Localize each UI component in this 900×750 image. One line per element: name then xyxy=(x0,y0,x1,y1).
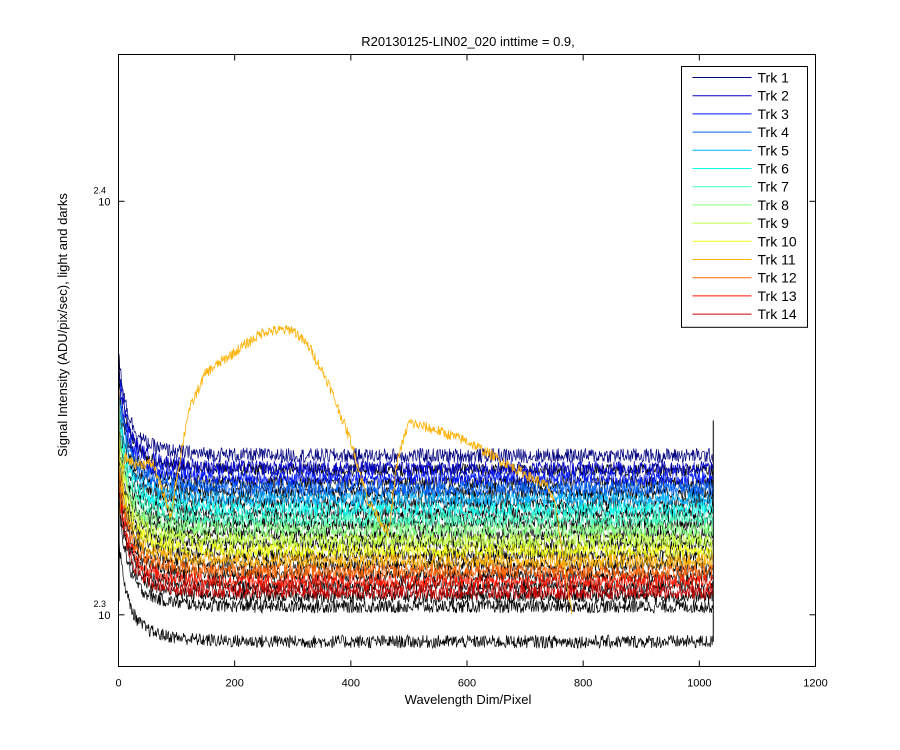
series-line-dark-1 xyxy=(118,354,714,465)
dark-trace-black xyxy=(118,504,714,615)
chart-title: R20130125-LIN02_020 inttime = 0.9, xyxy=(361,34,575,49)
x-tick-label: 200 xyxy=(225,678,243,690)
y-tick-label-exponent: 2.3 xyxy=(94,599,107,609)
x-tick-label: 0 xyxy=(115,678,121,690)
series-line-dark-9 xyxy=(118,440,714,549)
series-line-dark-14 xyxy=(118,492,714,601)
series-line-light-trk-11 xyxy=(118,324,572,615)
x-axis-label: Wavelength Dim/Pixel xyxy=(405,692,532,707)
legend-label: Trk 11 xyxy=(758,252,796,268)
series-line-dark-7 xyxy=(118,414,714,529)
series-line-dark-10 xyxy=(118,449,714,560)
legend-label: Trk 1 xyxy=(758,70,790,86)
x-tick-label: 1000 xyxy=(687,678,711,690)
series-line-dark-5 xyxy=(118,399,714,508)
legend: Trk 1 Trk 2 Trk 3 Trk 4 Trk 5 Trk 6 Trk 7 Trk 8… xyxy=(681,66,808,328)
dark-trace-black xyxy=(118,461,714,563)
series-line-dark-6 xyxy=(118,406,714,518)
y-tick-label-exponent: 2.4 xyxy=(94,185,107,195)
dark-trace-black xyxy=(118,540,714,650)
x-axis: 0 200 400 600 800 1000 1200 xyxy=(115,54,828,690)
x-tick-label: 1200 xyxy=(803,678,827,690)
legend-label: Trk 5 xyxy=(758,142,790,158)
series-line-dark-8 xyxy=(118,427,714,539)
series-line-dark-11 xyxy=(118,466,714,570)
legend-label: Trk 10 xyxy=(758,233,797,249)
series-line-dark-2 xyxy=(118,366,714,477)
legend-label: Trk 2 xyxy=(758,88,790,104)
dark-trace-black xyxy=(118,486,714,594)
legend-label: Trk 7 xyxy=(758,179,790,195)
series-line-dark-13 xyxy=(118,479,714,590)
series-line-dark-4 xyxy=(118,394,714,498)
legend-label: Trk 8 xyxy=(758,197,790,213)
legend-label: Trk 12 xyxy=(758,270,797,286)
plot-traces xyxy=(118,324,714,650)
x-tick-label: 800 xyxy=(574,678,592,690)
legend-label: Trk 3 xyxy=(758,106,790,122)
legend-label: Trk 6 xyxy=(758,161,790,177)
legend-label: Trk 4 xyxy=(758,124,790,140)
legend-box xyxy=(681,66,808,328)
x-tick-label: 600 xyxy=(458,678,476,690)
y-axis-label: Signal Intensity (ADU/pix/sec), light an… xyxy=(55,193,70,457)
series-line-dark-12 xyxy=(118,474,714,580)
y-tick-label-base: 10 xyxy=(98,196,110,208)
y-tick-label-base: 10 xyxy=(98,610,110,622)
legend-label: Trk 14 xyxy=(758,306,797,322)
legend-label: Trk 9 xyxy=(758,215,790,231)
legend-label: Trk 13 xyxy=(758,288,797,304)
x-tick-label: 400 xyxy=(342,678,360,690)
series-line-dark-3 xyxy=(118,374,714,487)
